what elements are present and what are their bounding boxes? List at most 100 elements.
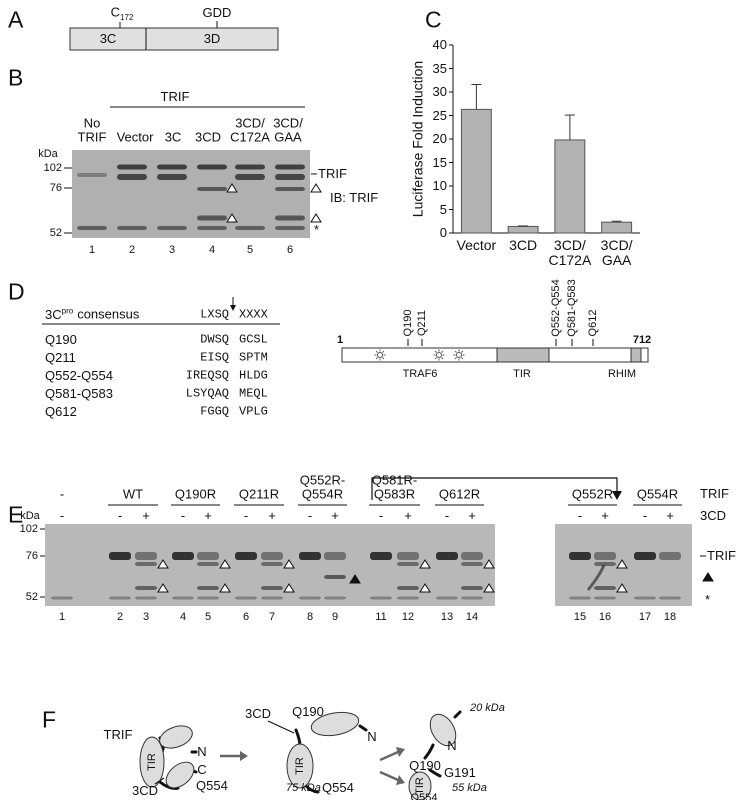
treatment-sign: + [142, 507, 150, 523]
y-tick-label: 40 [432, 36, 447, 52]
traf6-ray [382, 350, 385, 353]
traf6-motif [456, 352, 462, 358]
treatment-sign: - [307, 507, 313, 523]
mutant-label: Q554R [636, 486, 679, 502]
mutant-label: - [59, 486, 65, 502]
site-name: Q190 [45, 331, 77, 347]
lane-header: Vector [116, 129, 154, 145]
blot-band [261, 552, 283, 560]
lane-number: 5 [246, 243, 254, 256]
blot-band [275, 226, 305, 230]
process-arrowhead [240, 751, 248, 761]
blot-band [197, 552, 219, 560]
position-label: 712 [632, 333, 652, 346]
lane-number: 1 [58, 610, 66, 623]
site-label: Q554 [410, 791, 438, 800]
panel-label: B [8, 64, 24, 91]
site-label: Q552-Q554 [549, 278, 562, 337]
protein-name: TRIF [103, 726, 133, 742]
lane-header: 3CD [194, 129, 222, 145]
traf6-ray [375, 357, 378, 360]
protease-arrow [154, 777, 165, 785]
cleavage-marker [483, 583, 495, 593]
traf6-ray [454, 357, 457, 360]
blot-band [117, 226, 147, 230]
treatment-sign: - [180, 507, 186, 523]
sequence: GCSL [239, 332, 268, 347]
blot-band [235, 596, 257, 600]
process-arrowhead [396, 747, 405, 757]
y-tick-label: 25 [432, 107, 447, 123]
site-label: Q554 [196, 777, 228, 793]
blot-band [135, 596, 157, 600]
consensus-header: 3Cpro consensus [45, 307, 139, 323]
panel-label: A [8, 6, 24, 33]
lane-header: 3CD/ C172A [230, 115, 270, 145]
tir-domain [496, 347, 550, 363]
sequence: IREQSQ [185, 368, 229, 383]
blot-band [117, 164, 147, 170]
bar [460, 108, 492, 234]
cleavage-marker [702, 572, 714, 582]
traf6-motif [377, 352, 383, 358]
terminus-label: N [197, 743, 207, 759]
blot-band [659, 552, 681, 560]
site-label: Q190 [401, 309, 414, 336]
blot-band [461, 562, 483, 566]
lane-number: 8 [306, 610, 314, 623]
marker-label: 52 [49, 226, 62, 239]
blot-band [157, 174, 187, 180]
site-name: Q552-Q554 [45, 367, 113, 383]
sequence: XXXX [239, 307, 268, 322]
band-label: TRIF [707, 547, 736, 563]
lane-number: 13 [440, 610, 454, 623]
y-tick-label: 0 [439, 224, 447, 240]
site-subscript: 172 [120, 12, 134, 22]
blot-band [397, 596, 419, 600]
site-label: G191 [444, 764, 476, 780]
lane-header: 3C [164, 129, 182, 145]
mutant-label: WT [122, 486, 144, 502]
blot-band [461, 586, 483, 590]
cleavage-marker [419, 583, 431, 593]
blot-band [275, 174, 305, 180]
x-tick-label: 3CD [509, 237, 538, 253]
cleavage-marker [616, 559, 628, 569]
mutant-label: Q552R- Q554R [299, 472, 346, 502]
sequence: HLDG [239, 368, 268, 383]
domain-label: TIR [145, 753, 158, 771]
traf6-ray [441, 350, 444, 353]
blot-band [197, 215, 227, 221]
domain-label: RHIM [607, 367, 637, 380]
site-text: C [110, 4, 121, 20]
position-label: 1 [336, 333, 344, 346]
blot-band [172, 596, 194, 600]
site-label: Q211 [415, 309, 428, 337]
blot-band [594, 562, 616, 566]
protein-domain [310, 711, 360, 737]
blot-band [157, 226, 187, 230]
domain-label: 3C [99, 30, 117, 46]
bracket [371, 477, 618, 500]
treatment-sign: + [601, 507, 609, 523]
lane-number: 9 [331, 610, 339, 623]
bar [554, 139, 586, 234]
blot-band [197, 596, 219, 600]
site-label: Q190 [292, 703, 324, 719]
traf6-ray [434, 350, 437, 353]
sequence: EISQ [200, 350, 229, 365]
blot-band [397, 552, 419, 560]
site-label: Q554 [322, 779, 354, 795]
blot-band [436, 552, 458, 560]
linker [453, 710, 462, 719]
antibody-label: IB: TRIF [330, 189, 379, 205]
blot-band [117, 174, 147, 180]
x-tick-label: Vector [456, 237, 497, 253]
lane-number: 3 [168, 243, 176, 256]
y-tick-label: 20 [432, 130, 447, 146]
linker [358, 724, 368, 732]
blot-band [299, 596, 321, 600]
site-name: Q211 [45, 349, 76, 365]
treatment-sign: - [243, 507, 249, 523]
